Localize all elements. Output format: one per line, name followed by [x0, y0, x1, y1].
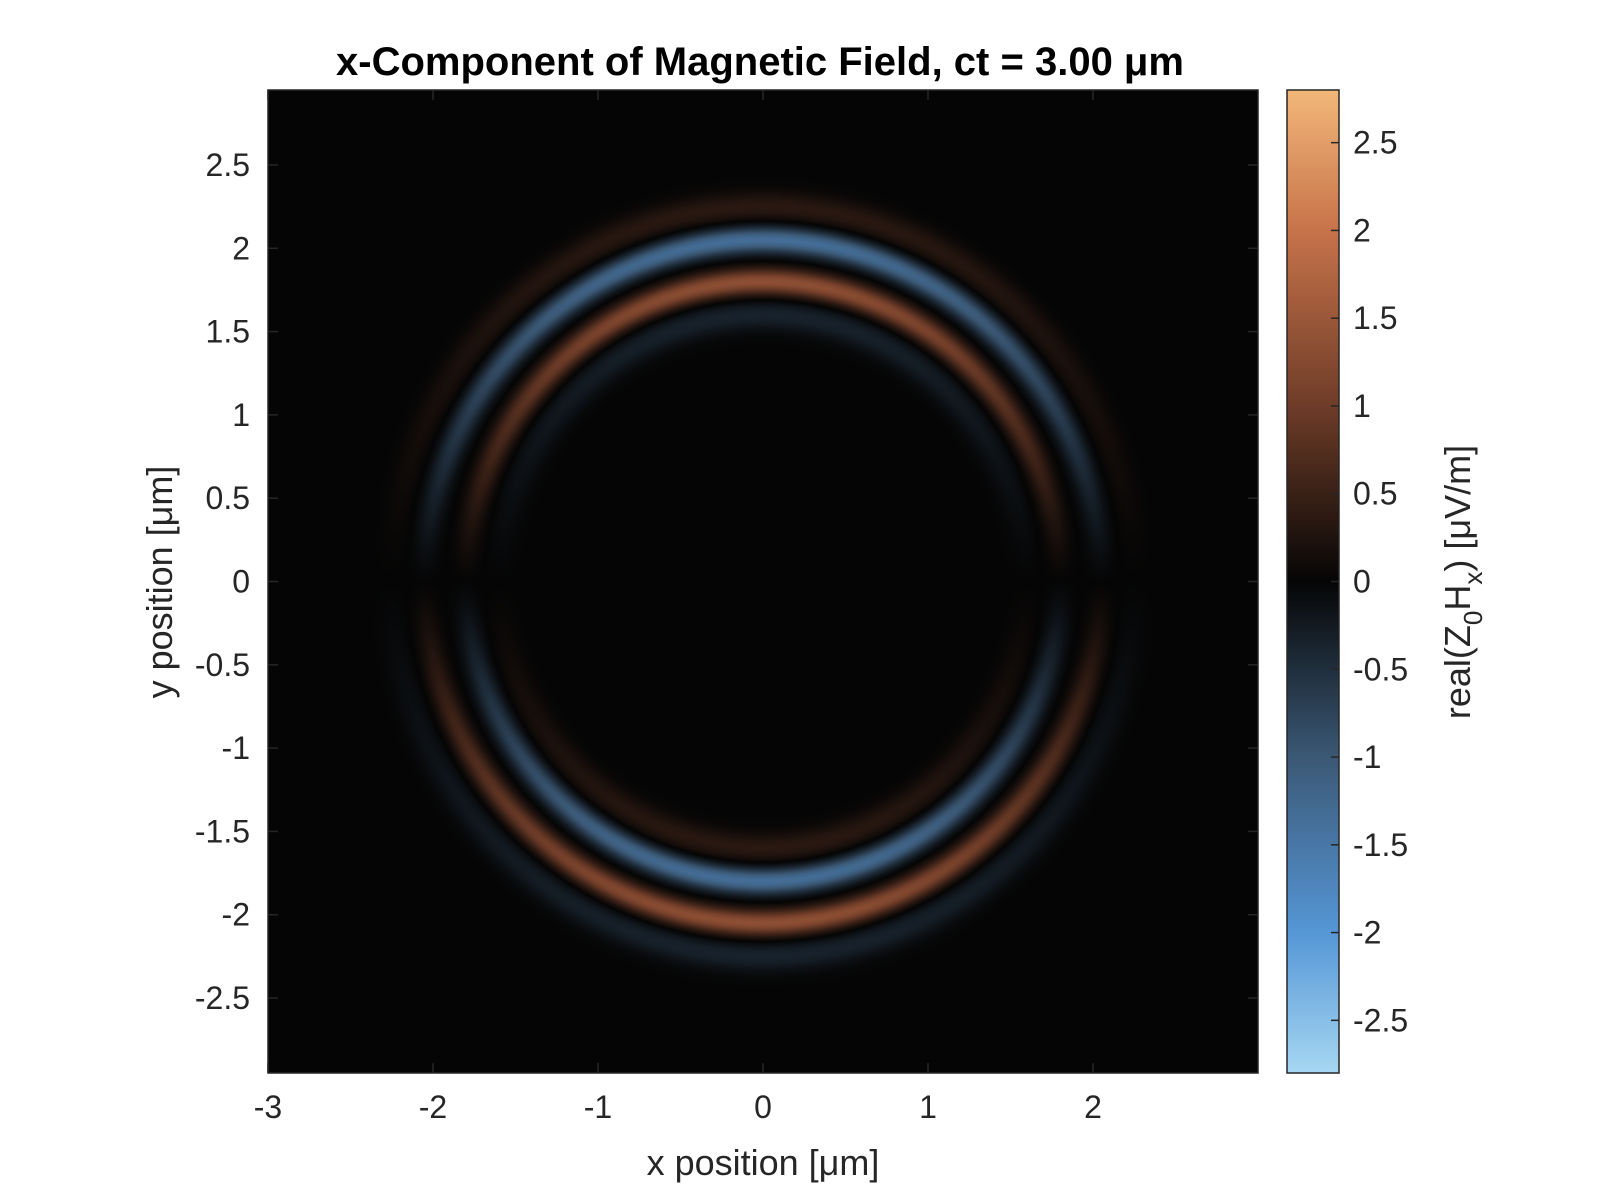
y-axis-label: y position [μm]	[139, 466, 180, 699]
y-tick-label: -1	[222, 730, 250, 766]
y-tick-label: -0.5	[195, 647, 250, 683]
y-tick-label: -2.5	[195, 980, 250, 1016]
colorbar-ticks: -2.5 -2 -1.5 -1 -0.5 0 0.5 1 1.5 2 2.5	[1331, 125, 1408, 1038]
y-tick-label: 0.5	[206, 480, 250, 516]
colorbar-tick-label: -1	[1353, 739, 1381, 775]
x-tick-label: -2	[419, 1089, 447, 1125]
colorbar-label-unit: ) [μV/m]	[1437, 445, 1478, 572]
colorbar-tick-label: 1	[1353, 388, 1371, 424]
y-tick-label: 2	[232, 230, 250, 266]
colorbar-tick-label: 2.5	[1353, 125, 1397, 161]
y-axis: -2.5 -2 -1.5 -1 -0.5 0 0.5 1 1.5 2 2.5	[195, 147, 1258, 1016]
y-tick-label: -1.5	[195, 813, 250, 849]
heatmap-image	[268, 90, 1258, 1073]
colorbar-label-h: H	[1437, 585, 1478, 611]
colorbar-label-subx: x	[1458, 572, 1488, 585]
x-axis-label: x position [μm]	[647, 1142, 880, 1183]
x-tick-label: -1	[584, 1089, 612, 1125]
colorbar-tick-label: 0	[1353, 564, 1371, 600]
y-tick-label: 1	[232, 397, 250, 433]
y-tick-label: -2	[222, 897, 250, 933]
colorbar-gradient	[1286, 89, 1340, 1074]
chart-title: x-Component of Magnetic Field, ct = 3.00…	[336, 40, 1184, 84]
x-tick-label: -3	[254, 1089, 282, 1125]
colorbar-tick-label: 1.5	[1353, 300, 1397, 336]
colorbar-label: real(Z0Hx) [μV/m]	[1437, 445, 1488, 719]
y-tick-label: 1.5	[206, 314, 250, 350]
x-tick-label: 2	[1084, 1089, 1102, 1125]
plot-area: -3 -2 -1 0 1 2 -2.5 -2 -1.5 -1 -0.5 0 0.5 1 1.5 2 2.5	[195, 89, 1259, 1125]
x-axis: -3 -2 -1 0 1 2	[254, 90, 1102, 1125]
x-tick-label: 1	[919, 1089, 937, 1125]
x-tick-label: 0	[754, 1089, 772, 1125]
colorbar-tick-label: 2	[1353, 212, 1371, 248]
colorbar-tick-label: -0.5	[1353, 651, 1408, 687]
y-tick-label: 2.5	[206, 147, 250, 183]
colorbar-label-sub0: 0	[1458, 611, 1488, 625]
colorbar-tick-label: 0.5	[1353, 476, 1397, 512]
colorbar-tick-label: -2.5	[1353, 1002, 1408, 1038]
y-tick-label: 0	[232, 564, 250, 600]
colorbar-tick-label: -1.5	[1353, 827, 1408, 863]
colorbar-label-main: real(Z	[1437, 625, 1478, 719]
colorbar: -2.5-2-1.5-1-0.500.511.522.5 real(Z0Hx) …	[1286, 89, 1488, 1074]
colorbar-tick-label: -2	[1353, 915, 1381, 951]
